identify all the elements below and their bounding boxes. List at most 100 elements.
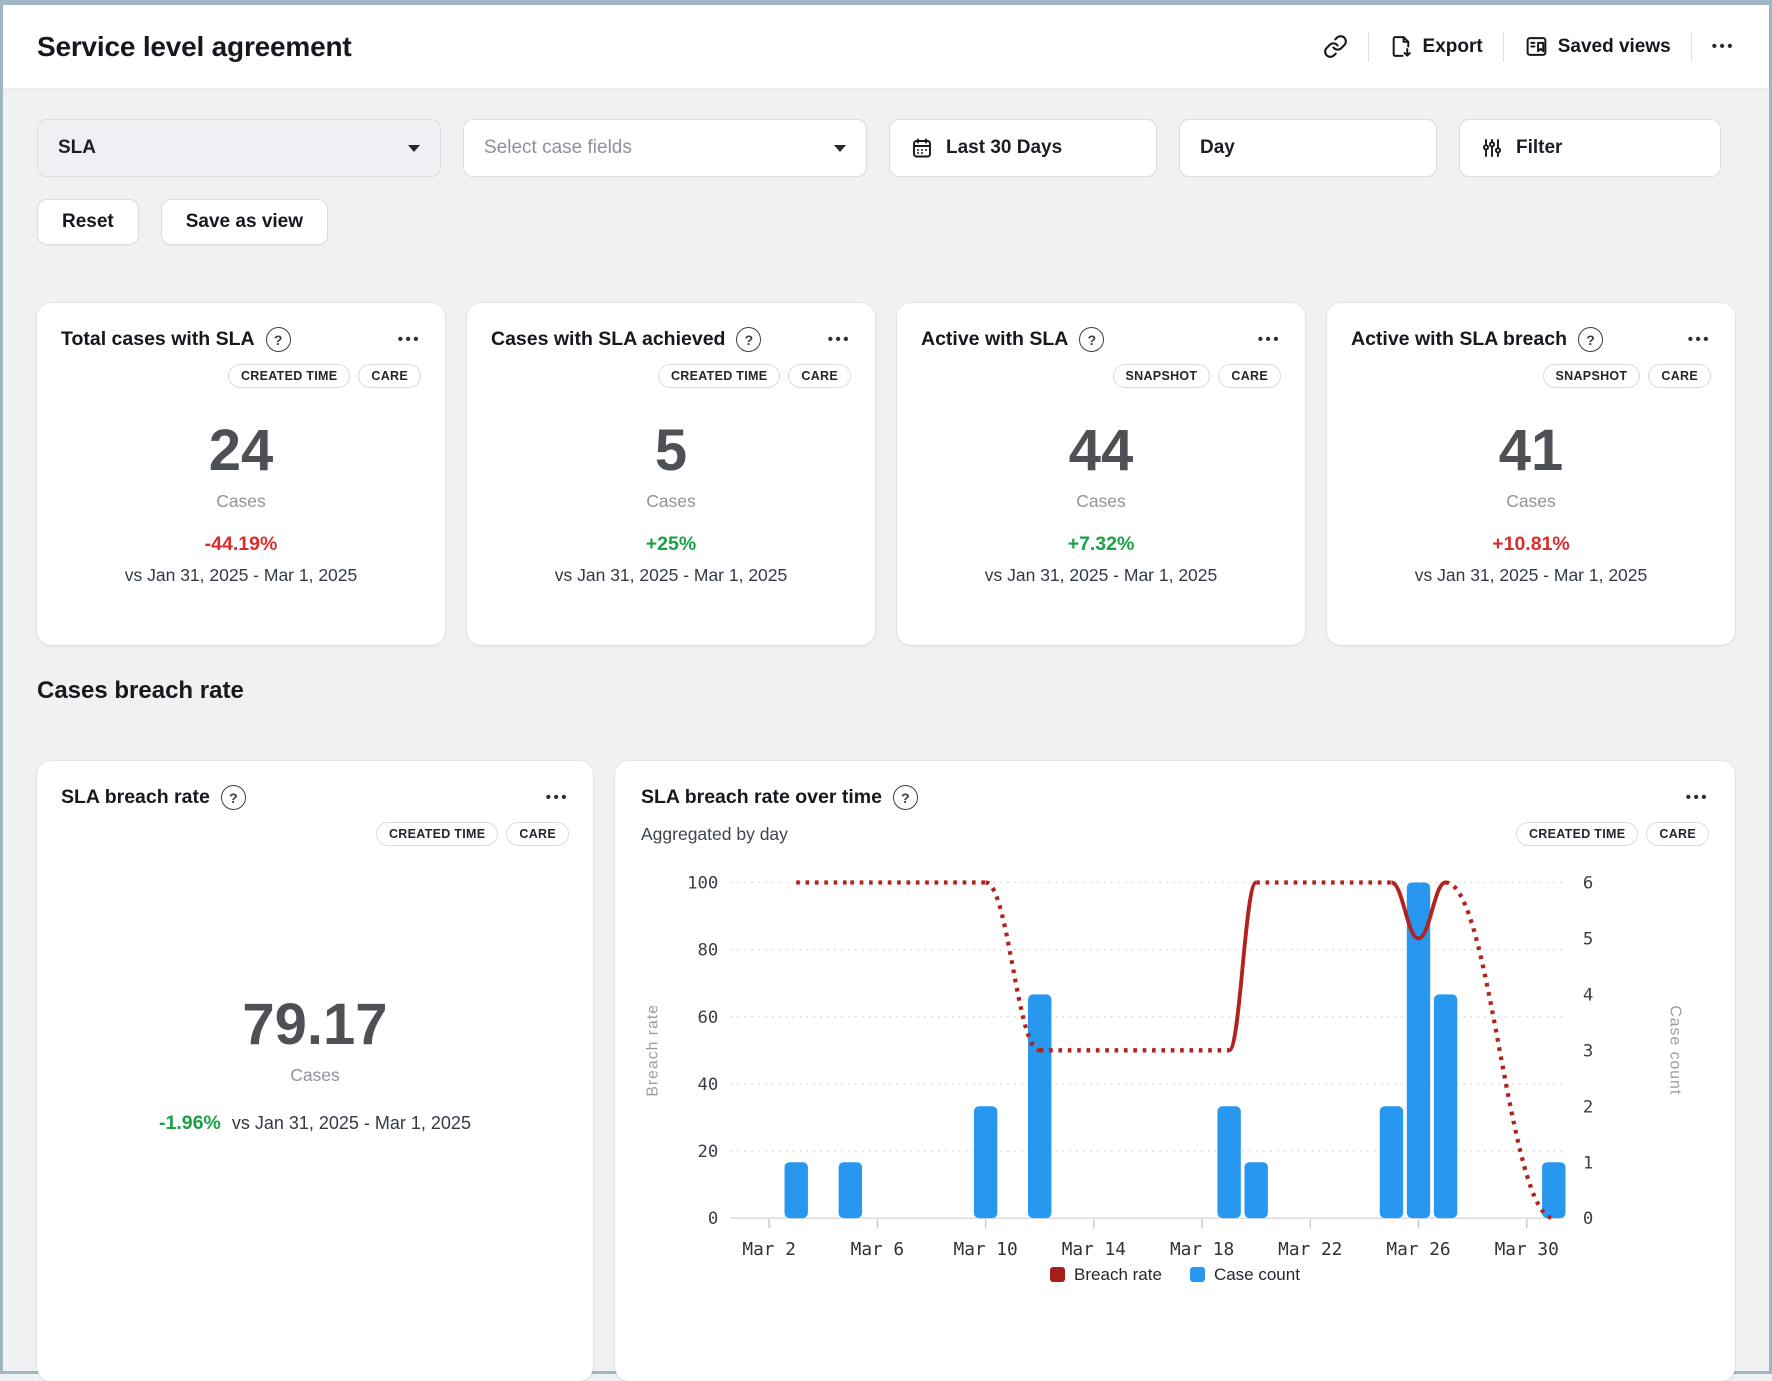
svg-text:40: 40 [697,1075,718,1095]
view-actions: Reset Save as view [37,199,1735,245]
granularity-select[interactable]: Day [1179,119,1437,177]
svg-text:2: 2 [1583,1097,1593,1117]
filter-button[interactable]: Filter [1459,119,1721,177]
more-icon: ••• [1258,332,1281,347]
date-range-picker[interactable]: Last 30 Days [889,119,1157,177]
granularity-value: Day [1200,137,1235,159]
chevron-down-icon [834,145,846,152]
help-icon[interactable]: ? [893,785,918,810]
date-range-value: Last 30 Days [946,137,1062,159]
sla-breach-rate-over-time-card: SLA breach rate over time ? ••• Aggregat… [615,761,1735,1381]
card-more-button[interactable]: ••• [1686,790,1709,805]
saved-views-icon [1524,34,1549,59]
help-icon[interactable]: ? [221,785,246,810]
card-title: SLA breach rate [61,786,210,809]
badge-care: CARE [506,822,569,846]
legend-label: Breach rate [1074,1265,1162,1285]
chevron-down-icon [408,145,420,152]
kpi-compare-period: vs Jan 31, 2025 - Mar 1, 2025 [61,565,421,586]
saved-views-button[interactable]: Saved views [1524,34,1671,59]
kpi-value: 41 [1351,422,1711,480]
export-label: Export [1423,36,1483,58]
svg-text:6: 6 [1583,874,1593,894]
card-more-button[interactable]: ••• [1258,332,1281,347]
export-button[interactable]: Export [1389,34,1483,59]
svg-text:3: 3 [1583,1041,1593,1061]
card-more-button[interactable]: ••• [546,790,569,805]
help-icon[interactable]: ? [1578,327,1603,352]
kpi-card-active-with-sla: Active with SLA ? ••• SNAPSHOT CARE 44 C… [897,303,1305,645]
more-icon: ••• [398,332,421,347]
kpi-title: Total cases with SLA [61,328,255,351]
card-more-button[interactable]: ••• [828,332,851,347]
kpi-unit: Cases [61,491,421,512]
svg-text:Breach rate: Breach rate [644,1004,661,1097]
badge-care: CARE [788,364,851,388]
badge-care: CARE [1646,822,1709,846]
svg-text:0: 0 [708,1209,718,1229]
header-actions: Export Saved views ••• [1323,32,1735,62]
card-more-button[interactable]: ••• [1688,332,1711,347]
badge-created-time: CREATED TIME [228,364,350,388]
legend-item-case-count[interactable]: Case count [1190,1265,1300,1285]
kpi-card-total-cases-with-sla: Total cases with SLA ? ••• CREATED TIME … [37,303,445,645]
svg-text:Mar 2: Mar 2 [742,1239,796,1260]
kpi-delta: +7.32% [921,533,1281,556]
kpi-unit: Cases [491,491,851,512]
badge-created-time: CREATED TIME [658,364,780,388]
header-more-button[interactable]: ••• [1712,39,1735,54]
kpi-card-cases-with-sla-achieved: Cases with SLA achieved ? ••• CREATED TI… [467,303,875,645]
badge-created-time: CREATED TIME [376,822,498,846]
kpi-value: 5 [491,422,851,480]
reset-button[interactable]: Reset [37,199,139,245]
sla-select[interactable]: SLA [37,119,441,177]
chart-legend: Breach rate Case count [641,1265,1709,1285]
svg-text:Mar 18: Mar 18 [1170,1239,1234,1260]
badge-care: CARE [358,364,421,388]
more-icon: ••• [828,332,851,347]
kpi-card-active-with-sla-breach: Active with SLA breach ? ••• SNAPSHOT CA… [1327,303,1735,645]
svg-text:Mar 14: Mar 14 [1062,1239,1126,1260]
case-fields-select[interactable]: Select case fields [463,119,867,177]
breach-rate-delta: -1.96% [159,1112,221,1135]
page-title: Service level agreement [37,31,352,63]
legend-item-breach-rate[interactable]: Breach rate [1050,1265,1162,1285]
legend-label: Case count [1214,1265,1300,1285]
card-more-button[interactable]: ••• [398,332,421,347]
help-icon[interactable]: ? [1079,327,1104,352]
more-icon: ••• [1712,39,1735,54]
svg-text:4: 4 [1583,985,1593,1005]
more-icon: ••• [546,790,569,805]
save-as-view-button[interactable]: Save as view [161,199,328,245]
kpi-title: Active with SLA [921,328,1068,351]
breach-rate-row: SLA breach rate ? ••• CREATED TIME CARE … [37,761,1735,1381]
copy-link-button[interactable] [1323,34,1348,59]
kpi-title: Cases with SLA achieved [491,328,725,351]
help-icon[interactable]: ? [736,327,761,352]
badge-created-time: CREATED TIME [1516,822,1638,846]
kpi-compare-period: vs Jan 31, 2025 - Mar 1, 2025 [921,565,1281,586]
kpi-compare-period: vs Jan 31, 2025 - Mar 1, 2025 [1351,565,1711,586]
breach-rate-swatch [1050,1267,1065,1282]
badge-care: CARE [1648,364,1711,388]
badge-snapshot: SNAPSHOT [1113,364,1211,388]
link-icon [1323,34,1348,59]
sliders-icon [1480,136,1504,160]
svg-text:Mar 10: Mar 10 [953,1239,1017,1260]
kpi-card-row: Total cases with SLA ? ••• CREATED TIME … [37,303,1735,645]
breach-rate-value: 79.17 [61,996,569,1054]
kpi-compare-period: vs Jan 31, 2025 - Mar 1, 2025 [491,565,851,586]
breach-rate-unit: Cases [61,1065,569,1086]
kpi-delta: +10.81% [1351,533,1711,556]
sla-breach-rate-card: SLA breach rate ? ••• CREATED TIME CARE … [37,761,593,1381]
sla-select-value: SLA [58,137,96,159]
svg-text:Mar 30: Mar 30 [1495,1239,1559,1260]
breach-rate-compare-period: vs Jan 31, 2025 - Mar 1, 2025 [232,1113,471,1134]
svg-text:Case count: Case count [1666,1005,1683,1095]
breach-rate-chart: 0204060801000123456Mar 2Mar 6Mar 10Mar 1… [641,854,1709,1263]
svg-text:60: 60 [697,1008,718,1028]
section-title-cases-breach-rate: Cases breach rate [37,677,1735,705]
case-count-swatch [1190,1267,1205,1282]
kpi-value: 24 [61,422,421,480]
help-icon[interactable]: ? [266,327,291,352]
